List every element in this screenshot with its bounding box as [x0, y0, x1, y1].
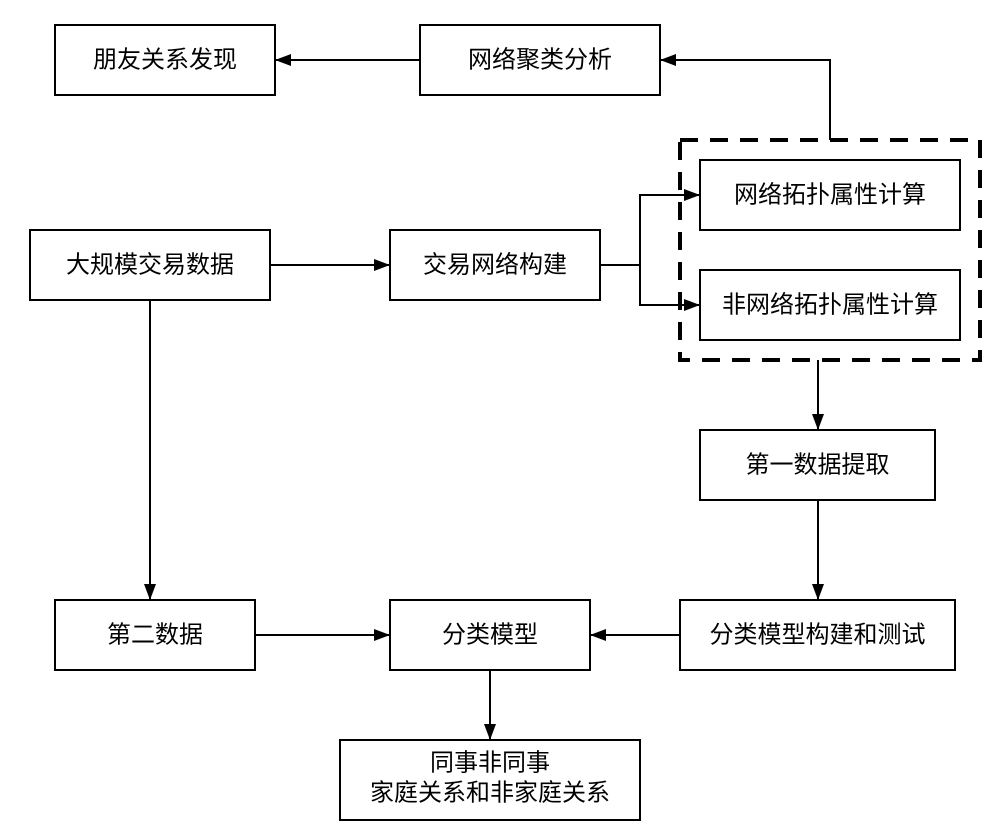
node-label: 交易网络构建	[423, 252, 567, 279]
node-second: 第二数据	[55, 600, 255, 670]
node-label: 网络聚类分析	[468, 47, 612, 74]
node-label: 分类模型构建和测试	[710, 622, 926, 649]
node-label: 大规模交易数据	[66, 252, 234, 279]
node-label: 家庭关系和非家庭关系	[370, 780, 610, 807]
node-firstExtract: 第一数据提取	[700, 430, 935, 500]
node-topo: 网络拓扑属性计算	[700, 160, 960, 230]
node-result: 同事非同事家庭关系和非家庭关系	[340, 740, 640, 820]
node-model: 分类模型	[390, 600, 590, 670]
node-label: 第一数据提取	[746, 452, 890, 479]
node-label: 第二数据	[107, 622, 203, 649]
node-label: 同事非同事	[430, 750, 550, 777]
node-label: 分类模型	[442, 622, 538, 649]
node-nontopo: 非网络拓扑属性计算	[700, 270, 960, 340]
node-buildTest: 分类模型构建和测试	[680, 600, 955, 670]
node-bigdata: 大规模交易数据	[30, 230, 270, 300]
node-label: 非网络拓扑属性计算	[722, 292, 938, 319]
node-friend: 朋友关系发现	[55, 25, 275, 95]
node-netbuild: 交易网络构建	[390, 230, 600, 300]
node-cluster: 网络聚类分析	[420, 25, 660, 95]
node-label: 网络拓扑属性计算	[734, 182, 926, 209]
node-label: 朋友关系发现	[93, 47, 237, 74]
